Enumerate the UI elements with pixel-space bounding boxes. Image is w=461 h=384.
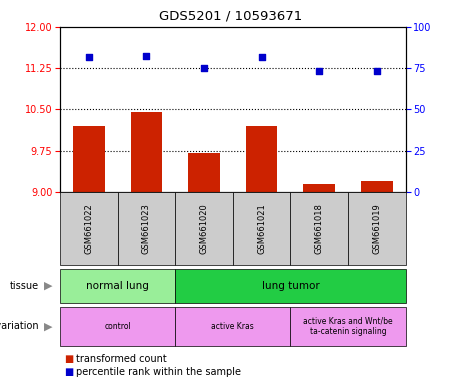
Point — [85, 54, 92, 60]
Bar — [290, 192, 348, 265]
Text: normal lung: normal lung — [86, 281, 149, 291]
Text: active Kras: active Kras — [212, 322, 254, 331]
Bar — [118, 192, 175, 265]
Text: GSM661023: GSM661023 — [142, 203, 151, 254]
Text: tissue: tissue — [10, 281, 39, 291]
Bar — [290, 307, 406, 346]
Bar — [246, 126, 278, 192]
Text: lung tumor: lung tumor — [261, 281, 319, 291]
Bar — [130, 112, 162, 192]
Point — [200, 65, 207, 71]
Bar — [175, 269, 406, 303]
Bar — [60, 269, 175, 303]
Bar — [175, 192, 233, 265]
Text: GDS5201 / 10593671: GDS5201 / 10593671 — [159, 10, 302, 23]
Text: ■: ■ — [65, 354, 74, 364]
Text: percentile rank within the sample: percentile rank within the sample — [76, 367, 241, 377]
Bar — [60, 192, 118, 265]
Text: GSM661021: GSM661021 — [257, 203, 266, 254]
Text: GSM661018: GSM661018 — [315, 203, 324, 254]
Point — [373, 68, 381, 74]
Point — [315, 68, 323, 74]
Text: transformed count: transformed count — [76, 354, 167, 364]
Bar — [348, 192, 406, 265]
Point — [142, 53, 150, 59]
Text: ▶: ▶ — [44, 281, 52, 291]
Text: GSM661022: GSM661022 — [84, 203, 93, 254]
Bar — [303, 184, 335, 192]
Bar — [175, 307, 290, 346]
Bar — [60, 307, 175, 346]
Bar — [73, 126, 105, 192]
Bar — [361, 181, 393, 192]
Text: ▶: ▶ — [44, 321, 52, 331]
Bar — [188, 154, 220, 192]
Point — [258, 53, 266, 60]
Text: genotype/variation: genotype/variation — [0, 321, 39, 331]
Text: GSM661019: GSM661019 — [372, 203, 381, 254]
Text: GSM661020: GSM661020 — [200, 203, 208, 254]
Bar — [233, 192, 290, 265]
Text: ■: ■ — [65, 367, 74, 377]
Text: active Kras and Wnt/be
ta-catenin signaling: active Kras and Wnt/be ta-catenin signal… — [303, 317, 393, 336]
Text: control: control — [104, 322, 131, 331]
